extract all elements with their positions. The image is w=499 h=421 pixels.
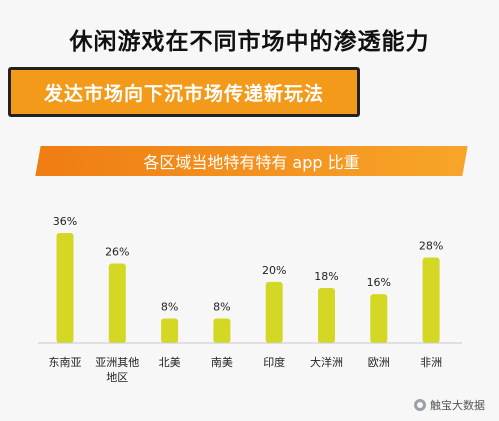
- bar: [318, 288, 335, 343]
- banner-text: 发达市场向下沉市场传递新玩法: [43, 82, 324, 105]
- value-label: 26%: [105, 246, 129, 259]
- category-label: 欧洲: [368, 356, 390, 369]
- chart-title: 各区域当地特有特有 app 比重: [143, 153, 360, 172]
- category-label: 南美: [211, 356, 233, 369]
- category-label: 北美: [159, 356, 181, 369]
- category-label: 东南亚: [49, 356, 82, 369]
- page-title: 休闲游戏在不同市场中的渗透能力: [69, 29, 430, 55]
- value-label: 8%: [161, 301, 178, 314]
- value-label: 18%: [314, 270, 338, 283]
- subtitle-banner: 发达市场向下沉市场传递新玩法: [8, 67, 360, 117]
- value-label: 8%: [213, 301, 230, 314]
- bar: [213, 318, 231, 343]
- value-label: 16%: [367, 276, 391, 289]
- bar: [265, 281, 283, 343]
- category-label: 非洲: [420, 356, 442, 369]
- category-label: 亚洲其他: [95, 356, 139, 369]
- value-label: 28%: [419, 239, 443, 252]
- bar: [108, 263, 126, 343]
- value-label: 20%: [262, 264, 286, 277]
- chart-bars: [56, 233, 440, 343]
- category-label: 大洋洲: [310, 355, 343, 369]
- watermark-text: 触宝大数据: [430, 399, 485, 412]
- category-label: 印度: [263, 355, 285, 369]
- value-labels: 36% 26% 8% 8% 20% 18% 16% 28%: [53, 215, 444, 314]
- bar: [370, 294, 388, 343]
- value-label: 36%: [53, 215, 77, 228]
- wechat-icon: [414, 399, 426, 411]
- bar: [56, 233, 74, 343]
- watermark: 触宝大数据: [414, 397, 485, 413]
- category-label: 地区: [106, 371, 128, 384]
- bar: [161, 318, 179, 343]
- bar: [422, 257, 440, 343]
